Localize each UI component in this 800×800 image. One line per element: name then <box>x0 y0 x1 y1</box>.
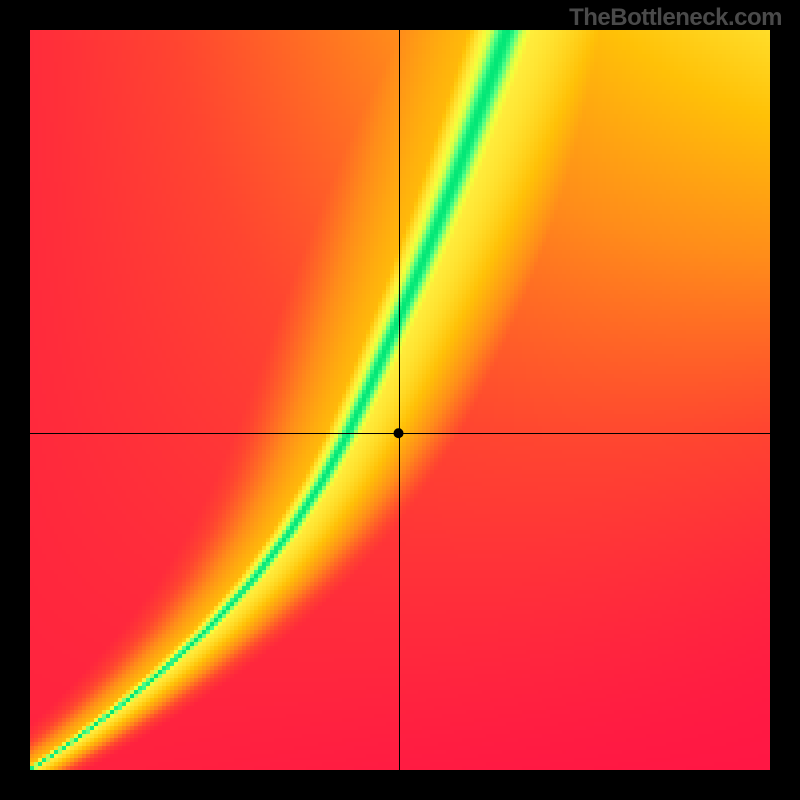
chart-container: { "type": "heatmap", "canvas": { "total_… <box>0 0 800 800</box>
bottleneck-heatmap <box>0 0 800 800</box>
watermark-text: TheBottleneck.com <box>569 4 782 32</box>
